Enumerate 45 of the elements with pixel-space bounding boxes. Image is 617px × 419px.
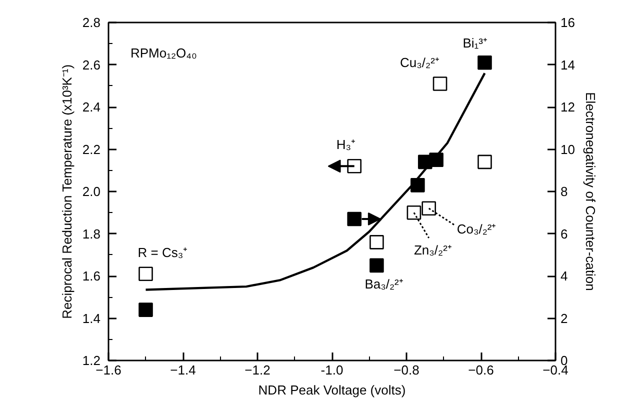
y-tick-label: 2.6 — [82, 57, 101, 72]
y2-axis-title: Electronegativity of Counter-cation — [582, 92, 598, 291]
y-tick-label: 2.8 — [82, 15, 101, 30]
point — [138, 266, 153, 282]
x-tick-label: −0.6 — [468, 362, 494, 378]
x-tick-label: −1.4 — [170, 362, 196, 378]
y-tick-label: 2.2 — [82, 142, 101, 157]
y-tick-label: 2.0 — [82, 184, 101, 199]
y2-tick-label: 10 — [560, 142, 575, 157]
y-tick-label: 2.4 — [82, 100, 101, 114]
y2-tick-label: 4 — [560, 268, 568, 284]
point — [370, 235, 384, 250]
x-tick-label: -1.0 — [320, 362, 344, 378]
annotation: Cu₃/₂²⁺ — [400, 54, 439, 70]
y-tick-label: 1.4 — [82, 310, 101, 326]
y-axis-title: Reciprocal Reduction Temperature (x10³K⁻¹) — [59, 64, 74, 319]
point — [138, 302, 153, 317]
point — [478, 154, 492, 170]
y-tick-label: 1.2 — [82, 353, 101, 368]
x-tick-label: −0.8 — [394, 362, 420, 378]
annotation: Co₃/₂²⁺ — [456, 221, 496, 236]
y2-tick-label: 16 — [560, 15, 575, 30]
y-tick-label: 1.6 — [82, 268, 101, 284]
point — [410, 178, 425, 192]
y2-tick-label: 8 — [560, 184, 568, 199]
point — [432, 76, 448, 91]
y-tick-label: 1.8 — [82, 226, 101, 242]
point — [370, 258, 384, 273]
y2-tick-label: 2 — [560, 310, 568, 326]
point — [478, 55, 492, 70]
point — [347, 212, 362, 226]
x-axis-title: NDR Peak Voltage (volts) — [258, 382, 406, 398]
annotation: RPMo₁₂O₄₀ — [130, 46, 197, 60]
x-tick-label: −1.2 — [244, 362, 270, 378]
annotation: Bi₁³⁺ — [462, 36, 488, 51]
point — [347, 159, 362, 174]
annotation: Ba₃/₂²⁺ — [364, 276, 403, 292]
y2-tick-label: 14 — [560, 57, 575, 72]
point — [422, 201, 436, 216]
annotation: Zn₃/₂²⁺ — [414, 242, 452, 258]
point — [406, 205, 422, 220]
y2-tick-label: 12 — [560, 100, 575, 114]
annotation: H₃⁺ — [336, 137, 356, 152]
annotation: R = Cs₃⁺ — [138, 244, 188, 260]
y2-tick-label: 6 — [560, 226, 568, 242]
